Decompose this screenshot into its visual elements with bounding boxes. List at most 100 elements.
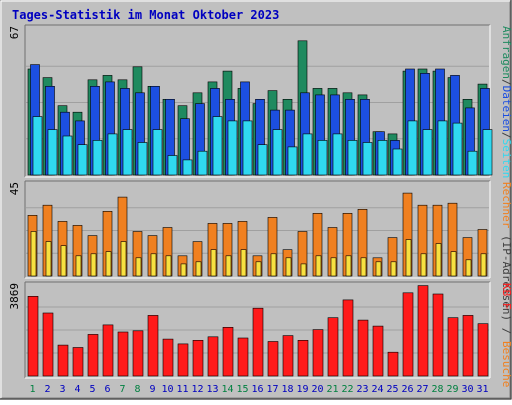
bar-seiten-day-27 bbox=[422, 129, 433, 176]
bar-kb-f-day-13 bbox=[207, 336, 219, 377]
bar-seiten-day-12 bbox=[197, 150, 208, 176]
bar-rechner-day-18 bbox=[285, 257, 292, 277]
bar-kb-f-day-19 bbox=[297, 339, 309, 377]
panel-middle: 45 Rechner (IP-Adressen) / Besuche bbox=[8, 180, 512, 387]
y-max-label: 45 bbox=[8, 182, 21, 195]
day-axis: 1 2 3 4 5 6 7 8 9 10 11 12 13 14 15 16 17 18 19 20 21 22 23 24 2… bbox=[29, 384, 488, 395]
bar-rechner-day-31 bbox=[480, 253, 487, 277]
bar-kb-f-day-21 bbox=[327, 317, 339, 377]
series-label-part: / bbox=[500, 132, 512, 139]
bar-seiten-day-5 bbox=[92, 140, 103, 176]
bar-rechner-day-4 bbox=[75, 255, 82, 277]
day-label: 27 bbox=[416, 384, 428, 395]
day-label: 6 bbox=[104, 384, 110, 395]
day-label: 2 bbox=[44, 384, 50, 395]
panel-top: 67 Anfragen/Dateien/Seiten bbox=[8, 24, 512, 179]
series-label-part: / bbox=[500, 79, 512, 86]
bar-kb-f-day-14 bbox=[222, 326, 234, 377]
bar-rechner-day-22 bbox=[345, 255, 352, 277]
day-label: 25 bbox=[386, 384, 398, 395]
day-label: 26 bbox=[401, 384, 413, 395]
bar-kb-f-day-16 bbox=[252, 307, 264, 377]
bar-kb-f-day-11 bbox=[177, 343, 189, 377]
bar-seiten-day-18 bbox=[287, 146, 298, 176]
bar-seiten-day-4 bbox=[77, 144, 88, 176]
bar-rechner-day-17 bbox=[270, 253, 277, 277]
bar-kb-f-day-30 bbox=[462, 315, 474, 377]
bar-seiten-day-23 bbox=[362, 142, 373, 176]
bar-rechner-day-7 bbox=[120, 241, 127, 277]
day-label: 19 bbox=[296, 384, 308, 395]
bar-rechner-day-1 bbox=[30, 231, 37, 277]
bar-seiten-day-26 bbox=[407, 120, 418, 176]
bar-rechner-day-3 bbox=[60, 245, 67, 277]
bar-seiten-day-21 bbox=[332, 133, 343, 176]
day-label: 3 bbox=[59, 384, 65, 395]
day-label: 10 bbox=[161, 384, 173, 395]
bar-seiten-day-24 bbox=[377, 140, 388, 176]
day-label: 31 bbox=[476, 384, 488, 395]
day-label: 12 bbox=[191, 384, 203, 395]
bar-kb-f-day-25 bbox=[387, 351, 399, 377]
bar-kb-f-day-29 bbox=[447, 317, 459, 377]
bar-kb-f-day-28 bbox=[432, 293, 444, 377]
bar-seiten-day-20 bbox=[317, 140, 328, 176]
bar-rechner-day-12 bbox=[195, 261, 202, 277]
day-label: 4 bbox=[74, 384, 80, 395]
chart-title: Tages-Statistik im Monat Oktober 2023 bbox=[12, 8, 279, 22]
day-label: 24 bbox=[371, 384, 383, 395]
day-label: 5 bbox=[89, 384, 95, 395]
bar-rechner-day-16 bbox=[255, 261, 262, 277]
bar-kb-f-day-1 bbox=[27, 295, 39, 377]
chart-panels: 67 Anfragen/Dateien/Seiten 45 Rechner (IP-A… bbox=[8, 24, 512, 387]
bar-kb-f-day-15 bbox=[237, 337, 249, 377]
bar-rechner-day-2 bbox=[45, 241, 52, 277]
bar-kb-f-day-26 bbox=[402, 292, 414, 377]
bar-kb-f-day-4 bbox=[72, 347, 84, 377]
bar-rechner-day-26 bbox=[405, 239, 412, 277]
day-label: 21 bbox=[326, 384, 338, 395]
series-label-part: Seiten bbox=[500, 139, 512, 179]
bar-seiten-day-13 bbox=[212, 116, 223, 176]
day-label: 13 bbox=[206, 384, 218, 395]
y-max-label: 3869 bbox=[8, 283, 21, 310]
y-max-label: 67 bbox=[8, 26, 21, 39]
bar-rechner-day-30 bbox=[465, 259, 472, 277]
series-label: KB F bbox=[500, 283, 512, 310]
series-label: Rechner (IP-Adressen) / Besuche bbox=[500, 182, 512, 387]
bar-kb-f-day-2 bbox=[42, 312, 54, 377]
bar-rechner-day-14 bbox=[225, 255, 232, 277]
bar-seiten-day-1 bbox=[32, 116, 43, 176]
bar-rechner-day-11 bbox=[180, 263, 187, 277]
day-label: 16 bbox=[251, 384, 263, 395]
bar-seiten-day-28 bbox=[437, 120, 448, 176]
panel-bottom: 3869 KB F bbox=[8, 281, 512, 379]
bar-kb-f-day-3 bbox=[57, 344, 69, 377]
bar-kb-f-day-12 bbox=[192, 339, 204, 377]
bar-kb-f-day-23 bbox=[357, 319, 369, 377]
bar-kb-f-day-31 bbox=[477, 323, 489, 377]
bar-rechner-day-21 bbox=[330, 257, 337, 277]
bar-rechner-day-29 bbox=[450, 251, 457, 277]
bar-seiten-day-31 bbox=[482, 129, 493, 176]
bar-kb-f-day-18 bbox=[282, 335, 294, 377]
series-label-part: Dateien bbox=[500, 86, 512, 132]
bar-rechner-day-23 bbox=[360, 257, 367, 277]
bar-kb-f-day-20 bbox=[312, 329, 324, 377]
day-label: 11 bbox=[176, 384, 188, 395]
day-label: 9 bbox=[149, 384, 155, 395]
day-label: 22 bbox=[341, 384, 353, 395]
bar-seiten-day-6 bbox=[107, 133, 118, 176]
day-label: 30 bbox=[461, 384, 473, 395]
bar-seiten-day-3 bbox=[62, 135, 73, 176]
bar-rechner-day-8 bbox=[135, 257, 142, 277]
bar-seiten-day-10 bbox=[167, 155, 178, 176]
bar-rechner-day-5 bbox=[90, 253, 97, 277]
day-label: 7 bbox=[119, 384, 125, 395]
bar-rechner-day-19 bbox=[300, 263, 307, 277]
day-label: 29 bbox=[446, 384, 458, 395]
bar-rechner-day-25 bbox=[390, 261, 397, 277]
day-label: 28 bbox=[431, 384, 443, 395]
day-label: 18 bbox=[281, 384, 293, 395]
